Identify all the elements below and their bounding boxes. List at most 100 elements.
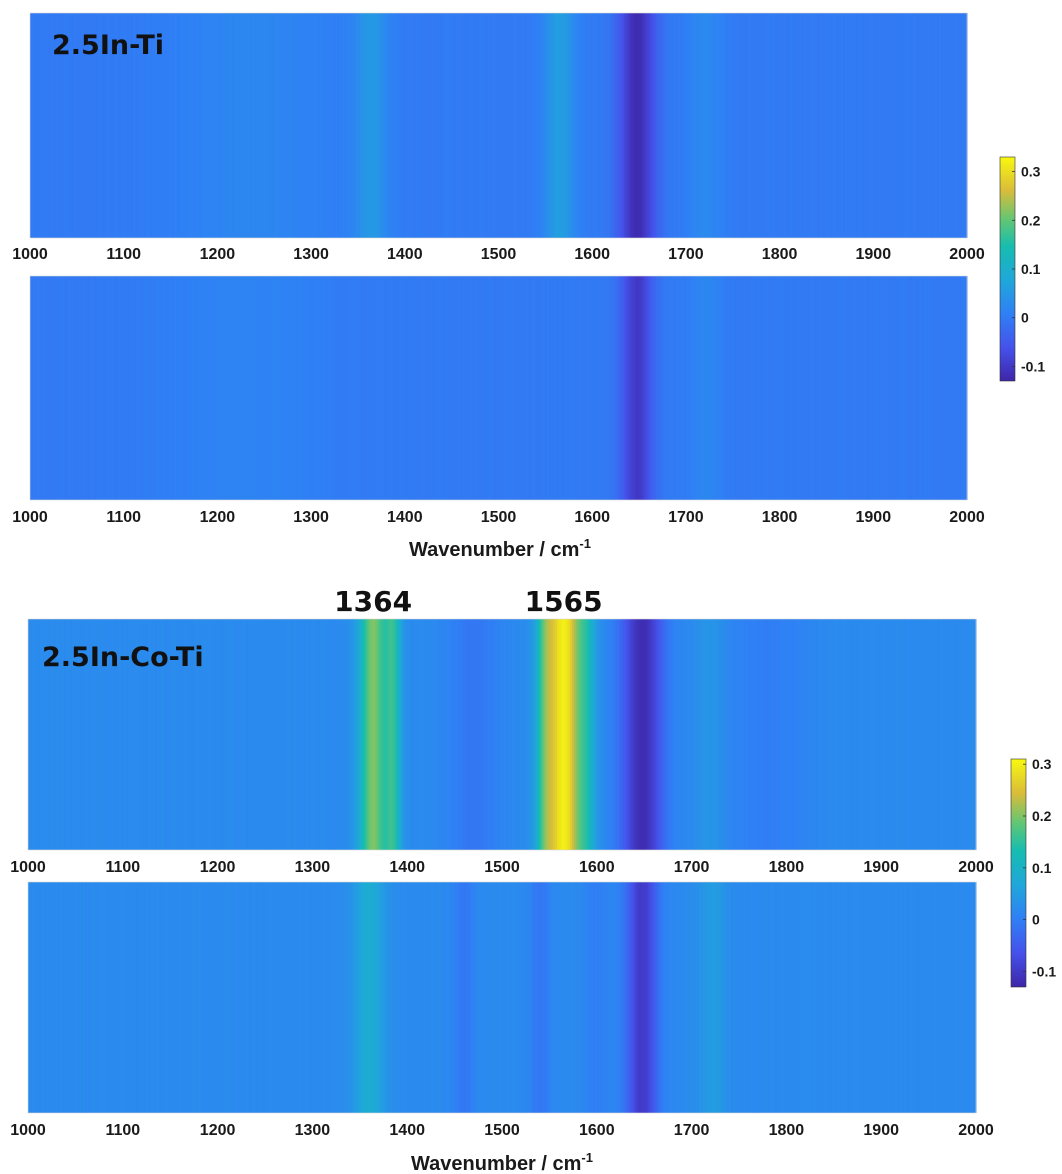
heatmap-cell xyxy=(276,619,279,850)
heatmap-cell xyxy=(638,619,642,850)
heatmap-cell xyxy=(35,276,39,500)
heatmap-cell xyxy=(333,882,336,1113)
heatmap-cell xyxy=(270,619,274,850)
heatmap-cell xyxy=(399,882,403,1113)
heatmap-cell xyxy=(290,13,293,238)
heatmap-cell xyxy=(723,882,727,1113)
heatmap-cell xyxy=(316,882,319,1113)
heatmap-cell xyxy=(955,13,959,238)
heatmap-cell xyxy=(117,882,120,1113)
heatmap-cell xyxy=(785,13,788,238)
heatmap-cell xyxy=(447,882,450,1113)
heatmap-cell xyxy=(392,882,395,1113)
heatmap-cell xyxy=(839,619,842,850)
heatmap-cell xyxy=(223,619,226,850)
heatmap-cell xyxy=(577,13,580,238)
heatmap-cell xyxy=(556,13,560,238)
heatmap-cell xyxy=(780,882,784,1113)
heatmap-cell xyxy=(322,13,325,238)
heatmap-cell xyxy=(890,13,893,238)
heatmap-cell xyxy=(953,882,956,1113)
heatmap-cell xyxy=(704,619,708,850)
heatmap-cell xyxy=(361,13,365,238)
heatmap-cell xyxy=(136,619,139,850)
heatmap-cell xyxy=(479,13,483,238)
heatmap-cell xyxy=(243,276,247,500)
heatmap-cell xyxy=(140,13,144,238)
x-tick-label: 1400 xyxy=(387,509,423,526)
heatmap-cell xyxy=(136,882,139,1113)
heatmap-cell xyxy=(869,13,873,238)
heatmap-cell xyxy=(138,276,142,500)
heatmap-cell xyxy=(749,276,753,500)
heatmap-cell xyxy=(141,619,145,850)
heatmap-cell xyxy=(897,13,901,238)
heatmap-cell xyxy=(530,619,533,850)
heatmap-cell xyxy=(440,13,443,238)
heatmap-cell xyxy=(50,13,54,238)
heatmap-cell xyxy=(621,619,624,850)
heatmap-cell xyxy=(757,882,761,1113)
heatmap-cell xyxy=(431,13,434,238)
heatmap-cell xyxy=(756,619,759,850)
heatmap-cell xyxy=(401,882,405,1113)
heatmap-cell xyxy=(119,276,123,500)
heatmap-cell xyxy=(321,619,325,850)
heatmap-cell xyxy=(657,276,661,500)
heatmap-cell xyxy=(716,619,719,850)
heatmap-cell xyxy=(670,276,674,500)
heatmap-cell xyxy=(133,13,136,238)
heatmap-cell xyxy=(867,13,871,238)
heatmap-cell xyxy=(693,276,696,500)
heatmap-cell xyxy=(149,619,152,850)
heatmap-cell xyxy=(670,619,674,850)
heatmap-cell xyxy=(624,13,627,238)
heatmap-cell xyxy=(352,276,355,500)
heatmap-cell xyxy=(564,619,568,850)
heatmap-cell xyxy=(114,276,117,500)
heatmap-cell xyxy=(753,13,756,238)
heatmap-cell xyxy=(311,276,314,500)
heatmap-cell xyxy=(251,619,255,850)
heatmap-cell xyxy=(123,276,127,500)
heatmap-cell xyxy=(845,13,848,238)
heatmap-cell xyxy=(624,276,627,500)
heatmap-cell xyxy=(161,276,164,500)
heatmap-cell xyxy=(262,13,265,238)
heatmap-cell xyxy=(792,276,796,500)
heatmap-cell xyxy=(960,882,964,1113)
heatmap-cell xyxy=(551,619,554,850)
peak-label: 1565 xyxy=(525,585,603,618)
heatmap-cell xyxy=(901,13,904,238)
heatmap-cell xyxy=(107,882,111,1113)
heatmap-cell xyxy=(129,276,132,500)
heatmap-cell xyxy=(863,276,867,500)
heatmap-cell xyxy=(144,13,147,238)
heatmap-cell xyxy=(913,619,916,850)
heatmap-cell xyxy=(192,619,196,850)
heatmap-cell xyxy=(157,13,160,238)
heatmap-cell xyxy=(743,13,747,238)
heatmap-cell xyxy=(644,619,647,850)
heatmap-cell xyxy=(940,276,944,500)
heatmap-cell xyxy=(46,882,50,1113)
heatmap-cell xyxy=(213,276,217,500)
heatmap-cell xyxy=(922,276,925,500)
heatmap-cell xyxy=(467,882,471,1113)
heatmap-cell xyxy=(784,619,787,850)
heatmap-cell xyxy=(404,13,408,238)
heatmap-cell xyxy=(496,276,500,500)
heatmap-cell xyxy=(772,276,775,500)
heatmap-cell xyxy=(297,619,300,850)
heatmap-cell xyxy=(833,619,837,850)
heatmap-cell xyxy=(339,13,342,238)
heatmap-cell xyxy=(858,619,861,850)
heatmap-cell xyxy=(951,882,954,1113)
heatmap-cell xyxy=(921,619,924,850)
heatmap-cell xyxy=(420,619,423,850)
heatmap-cell xyxy=(421,276,425,500)
heatmap-cell xyxy=(73,882,76,1113)
heatmap-cell xyxy=(352,13,355,238)
heatmap-cell xyxy=(547,619,550,850)
heatmap-cell xyxy=(290,276,293,500)
